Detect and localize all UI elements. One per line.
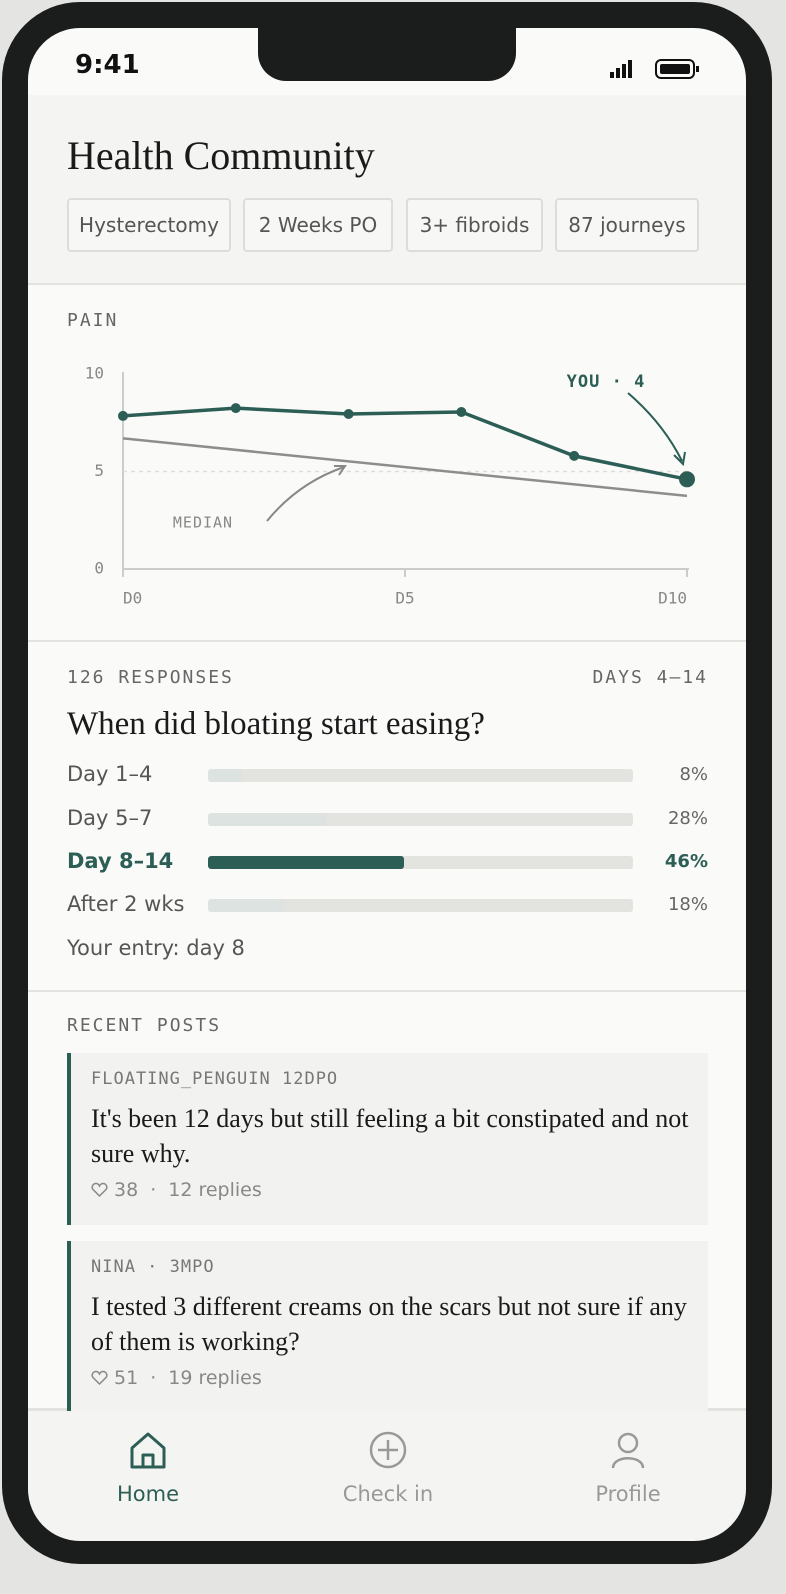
bar-track [208,813,633,826]
poll-responses: 126 RESPONSES [67,667,234,688]
bar-track [208,856,633,869]
post-card[interactable]: FLOATING_PENGUIN 12DPO It's been 12 days … [67,1053,708,1225]
status-time: 9:41 [75,50,140,80]
post-card[interactable]: NINA · 3MPO I tested 3 different creams o… [67,1241,708,1411]
x-tick-label: D5 [395,589,414,608]
option-label: After 2 wks [67,892,185,916]
line-series [122,406,688,482]
y-tick-label: 0 [94,559,104,578]
post-meta: 38 · 12 replies [91,1179,688,1201]
header-bg [28,95,746,285]
tab-bar [28,1408,746,1541]
notch [258,28,516,81]
data-point [118,410,128,421]
filter-chip[interactable]: 2 Weeks PO [243,198,393,252]
home-icon[interactable] [128,1430,168,1470]
y-tick-label: 10 [85,364,104,383]
heart-icon [91,1182,108,1198]
poll-range: DAYS 4–14 [592,667,708,688]
annotation-you: YOU · 4 [567,372,646,392]
bar [208,899,285,912]
heart-icon [91,1370,108,1386]
post-author: NINA · 3MPO [91,1257,215,1277]
annotation-arrow [266,465,347,522]
nav-label[interactable]: Home [116,1482,179,1506]
status-icons [610,59,699,79]
option-value: 46% [664,851,708,872]
bar [208,813,327,826]
bar [208,769,242,782]
checkin-icon[interactable] [368,1430,408,1470]
bar-track [208,899,633,912]
divider [28,640,746,642]
data-point [569,450,580,461]
data-point [679,471,695,488]
option-label: Day 1–4 [67,762,153,786]
filter-chip[interactable]: Hysterectomy [67,198,231,252]
nav-label[interactable]: Check in [342,1482,434,1506]
heart-shape [91,1182,108,1198]
post-body: I tested 3 different creams on the scars… [91,1292,687,1356]
posts-title: RECENT POSTS [67,1015,222,1036]
separator: · [150,1179,157,1201]
heart-shape [91,1370,108,1386]
reply-count: 19 replies [168,1367,262,1389]
page-title: Health Community [67,133,375,178]
chart-title: PAIN [67,310,119,331]
divider [28,990,746,992]
your-entry: Your entry: day 8 [67,936,245,960]
like-count: 51 [114,1367,139,1389]
nav-label[interactable]: Profile [595,1482,661,1506]
data-point [456,407,467,418]
option-label: Day 8–14 [67,849,174,873]
post-body: It's been 12 days but still feeling a bi… [91,1104,689,1168]
pain-chart: 0 5 10 D0 D5 D10 YOU · 4 MEDIAN [85,364,695,608]
option-value: 8% [679,764,708,785]
filter-chip[interactable]: 3+ fibroids [406,198,543,252]
separator: · [150,1367,157,1389]
reply-count: 12 replies [168,1179,262,1201]
post-author: FLOATING_PENGUIN 12DPO [91,1069,339,1089]
x-tick-label: D0 [123,589,142,608]
filter-chip[interactable]: 87 journeys [555,198,699,252]
option-label: Day 5–7 [67,806,153,830]
x-tick-label: D10 [658,589,687,608]
data-point [343,408,354,419]
line-series [122,437,688,498]
y-tick-label: 5 [94,461,104,480]
poll-question: When did bloating start easing? [67,706,485,742]
like-count: 38 [114,1179,139,1201]
bar-track [208,769,633,782]
profile-icon[interactable] [608,1430,648,1470]
option-value: 18% [667,894,708,915]
option-value: 28% [667,808,708,829]
annotation-arrow [627,392,686,467]
data-point [230,403,241,414]
post-meta: 51 · 19 replies [91,1367,688,1389]
annotation-median: MEDIAN [173,514,233,532]
bar [208,856,404,869]
